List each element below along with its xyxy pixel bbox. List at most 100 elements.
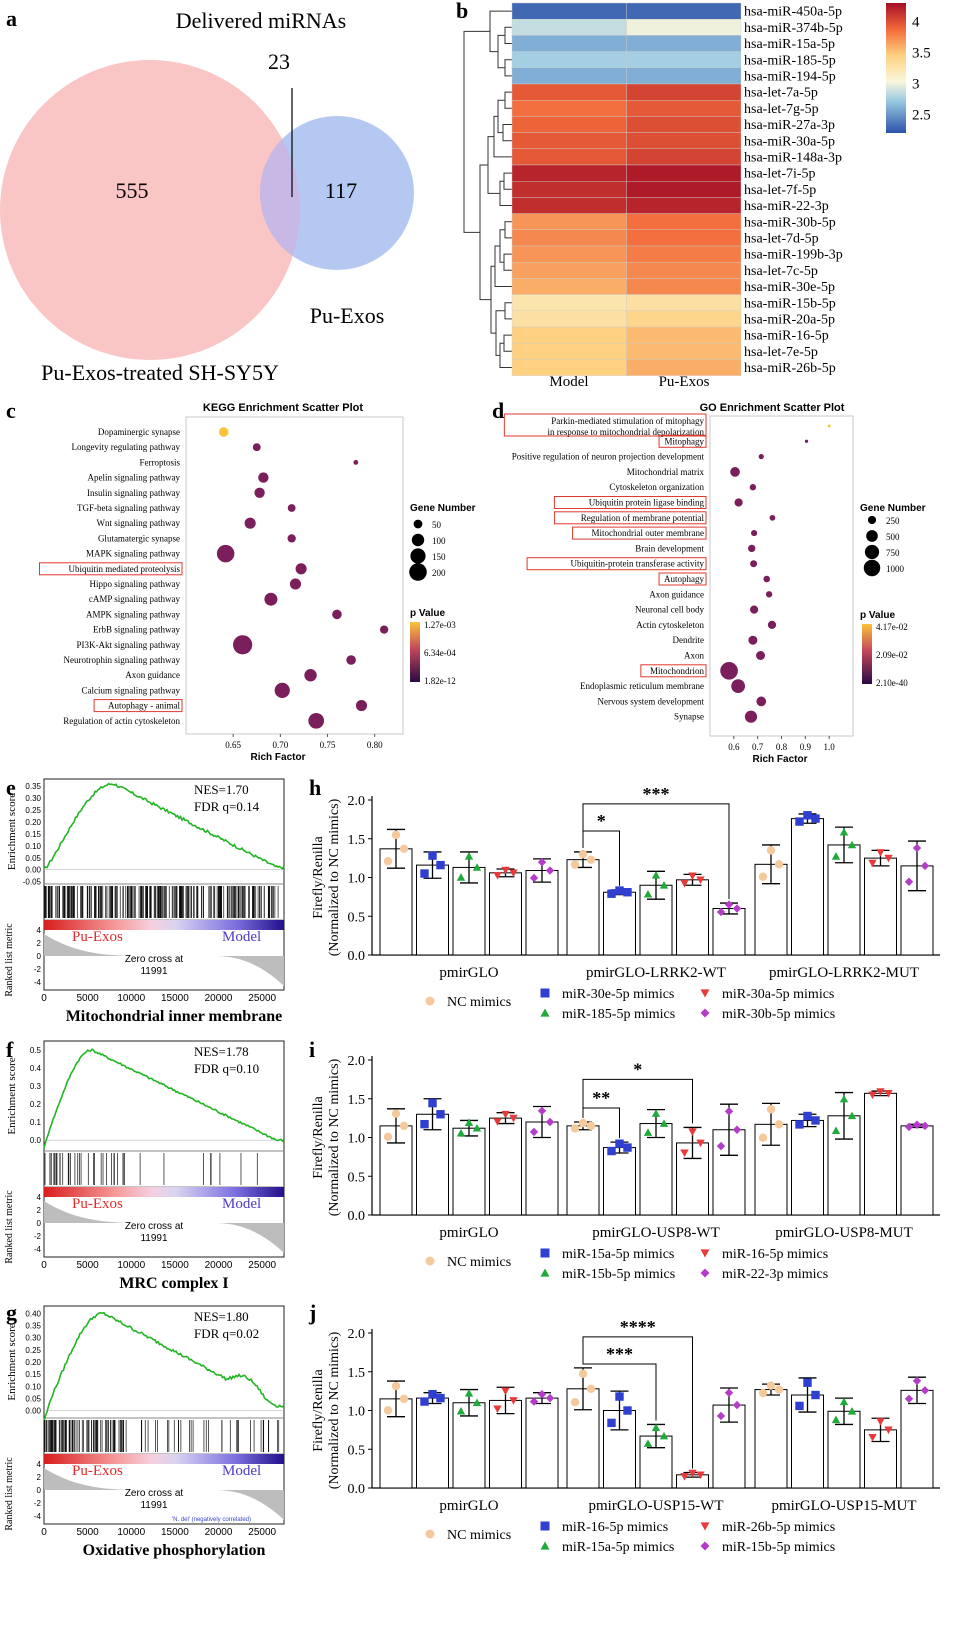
kegg-p-legend-title: p Value — [410, 608, 445, 619]
data-point — [578, 1118, 588, 1128]
data-point — [425, 1256, 435, 1266]
heatmap-row-label: hsa-miR-20a-5p — [744, 313, 835, 328]
highlight-box — [658, 572, 707, 586]
term-label: Axon — [684, 651, 704, 661]
data-point — [623, 1143, 632, 1152]
term-label: Positive regulation of neuron projection… — [512, 452, 705, 462]
y-tick-label: 1.5 — [348, 1093, 366, 1108]
bar — [489, 1117, 522, 1216]
scatter-point — [734, 498, 743, 507]
heatmap-cell — [626, 51, 742, 68]
data-point — [876, 849, 885, 857]
y-tick-label: 1.5 — [348, 1366, 366, 1381]
data-point — [501, 1110, 510, 1119]
colorbar-tick-label: 3 — [912, 76, 920, 92]
gsea-left-group: Pu-Exos — [72, 929, 123, 945]
heatmap-col-model: Model — [549, 374, 588, 390]
data-point — [399, 844, 409, 854]
gsea-x-tick-label: 25000 — [248, 1527, 276, 1538]
scatter-point — [218, 427, 229, 437]
data-point — [509, 1397, 518, 1405]
heatmap-cell — [511, 245, 627, 263]
term-label: Ferroptosis — [140, 457, 181, 467]
gsea-x-tick-label: 15000 — [161, 993, 189, 1004]
bar — [603, 1147, 636, 1216]
kegg-plot-area — [185, 416, 404, 735]
y-tick-label: 1.0 — [348, 1405, 366, 1420]
data-point — [876, 1418, 885, 1426]
gsea-x-tick-label: 20000 — [205, 993, 233, 1004]
heatmap-row-label: hsa-miR-22-3p — [744, 199, 829, 214]
data-point — [537, 857, 547, 867]
legend-label: miR-30a-5p mimics — [722, 987, 834, 1002]
scatter-point — [252, 443, 261, 452]
gsea-fdr: FDR q=0.10 — [194, 1061, 259, 1076]
scatter-point — [744, 710, 758, 723]
term-label: Ubiquitin-protein transferase activity — [571, 559, 705, 569]
data-point — [615, 1139, 624, 1148]
heatmap-cell — [626, 213, 742, 231]
panel-letter-g: g — [6, 1300, 17, 1325]
highlight-box — [553, 511, 707, 525]
data-point — [420, 1397, 429, 1406]
y-tick-label: 1.0 — [348, 1132, 366, 1147]
gsea-hit-marks — [44, 886, 279, 918]
data-point — [425, 1529, 435, 1539]
data-point — [732, 904, 742, 913]
term-label: PI3K-Akt signaling pathway — [77, 640, 181, 650]
ranked-metric-negative — [214, 1490, 284, 1520]
heatmap-cell — [511, 35, 627, 52]
kegg-xlabel: Rich Factor — [250, 752, 305, 763]
data-point — [537, 1106, 547, 1116]
scatter-point — [233, 635, 253, 655]
venn-circle-right — [260, 116, 414, 270]
kegg-p-colorbar — [410, 622, 420, 682]
scatter-point — [244, 517, 256, 529]
data-point — [493, 1405, 502, 1414]
es-tick-label: 0.2 — [30, 1100, 42, 1109]
term-label: Autophagy - animal — [108, 701, 180, 711]
data-point — [920, 1386, 930, 1395]
x-tick-label: 0.70 — [272, 740, 288, 750]
data-point — [920, 861, 930, 871]
data-point — [586, 1384, 596, 1394]
data-point — [795, 1120, 804, 1129]
heatmap-row-label: hsa-let-7d-5p — [744, 232, 819, 247]
bar — [452, 1127, 486, 1216]
heatmap-row-label: hsa-miR-199b-3p — [744, 248, 843, 263]
y-tick-label: 2.0 — [348, 1054, 366, 1069]
rank-tick-label: -4 — [34, 1512, 42, 1521]
bar-category-label: pmirGLO-LRRK2-MUT — [769, 965, 919, 981]
rank-tick-label: -4 — [34, 1245, 42, 1254]
data-point — [570, 1397, 580, 1407]
data-point — [732, 1125, 742, 1134]
gsea-left-group: Pu-Exos — [72, 1196, 123, 1212]
gsea-rank-ylabel: Ranked list metric — [4, 1190, 15, 1264]
dendrogram-link — [499, 180, 512, 206]
data-point — [774, 1120, 784, 1129]
data-point — [774, 860, 784, 869]
data-point — [659, 1119, 669, 1127]
es-tick-label: 0.20 — [25, 1358, 41, 1367]
data-point — [868, 1091, 877, 1100]
x-tick-label: 0.7 — [752, 742, 764, 752]
rank-tick-label: 4 — [37, 1460, 42, 1469]
term-label: Actin cytoskeleton — [636, 620, 704, 630]
heatmap-cell — [511, 294, 627, 312]
bar — [603, 891, 636, 956]
gsea-x-tick-label: 5000 — [77, 1527, 100, 1538]
heatmap-row-label: hsa-miR-194-5p — [744, 70, 836, 85]
size-legend-dot — [411, 533, 425, 547]
kegg-p-legend: 1.27e-03 6.34e-04 1.82e-12 — [424, 620, 456, 686]
rank-tick-label: 0 — [37, 1219, 42, 1228]
term-label: Ubiquitin mediated proteolysis — [69, 564, 181, 574]
data-point — [696, 1139, 705, 1148]
gsea-rank-colorbar — [44, 1187, 284, 1197]
highlight-box — [658, 434, 707, 448]
gsea-es-ylabel: Enrichment score — [6, 793, 18, 870]
data-point — [920, 1121, 930, 1131]
data-point — [383, 857, 393, 866]
bar — [566, 859, 600, 956]
term-label: Wnt signaling pathway — [97, 518, 181, 528]
